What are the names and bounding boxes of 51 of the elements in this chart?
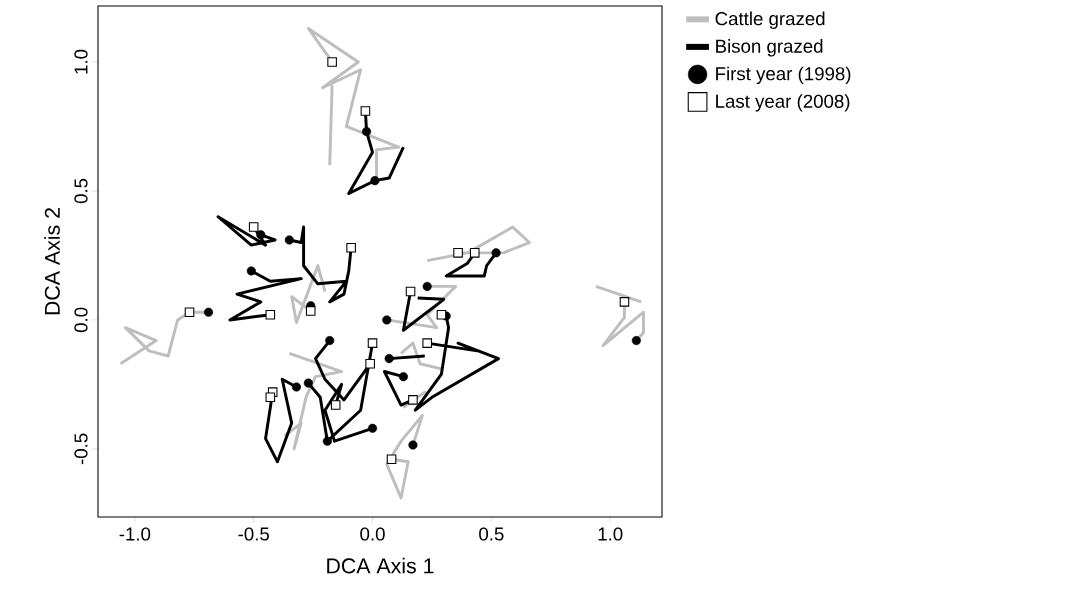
x-tick-label: -0.5	[238, 527, 269, 541]
point	[291, 382, 301, 392]
legend-label: Last year (2008)	[716, 94, 850, 112]
point	[265, 309, 276, 320]
y-tick-label: -0.5	[74, 433, 88, 465]
x-tick-label: -1.0	[119, 527, 151, 541]
point	[422, 281, 432, 291]
point	[408, 440, 418, 450]
x-axis-title: DCA Axis 1	[327, 557, 434, 574]
point	[322, 436, 332, 446]
point	[453, 248, 463, 258]
point	[246, 266, 256, 276]
point	[346, 242, 356, 253]
point	[305, 306, 316, 316]
x-tick-label: 1.0	[598, 527, 623, 541]
point	[360, 106, 371, 116]
y-tick-label: 1.0	[74, 49, 88, 74]
x-tick-label: 0.0	[360, 527, 385, 541]
point	[398, 372, 408, 382]
point	[256, 230, 266, 240]
point	[303, 378, 313, 388]
point	[408, 395, 418, 405]
point	[265, 392, 276, 403]
point	[330, 400, 341, 410]
point	[362, 127, 372, 137]
point	[367, 423, 378, 433]
point	[367, 338, 378, 348]
legend-label: First year (1998)	[716, 66, 851, 85]
x-tick-label: 0.5	[479, 527, 504, 541]
legend-label: Bison grazed	[716, 39, 823, 57]
point	[386, 454, 397, 465]
point	[325, 336, 335, 346]
legend-label: Cattle grazed	[715, 11, 825, 29]
point	[436, 309, 447, 320]
point	[203, 307, 214, 317]
point	[491, 248, 501, 258]
point	[384, 354, 394, 364]
point	[365, 358, 375, 369]
point	[248, 222, 259, 232]
point	[619, 297, 630, 307]
point	[184, 307, 195, 317]
point	[327, 57, 337, 67]
y-tick-label: 0.5	[74, 178, 88, 204]
point	[631, 336, 641, 346]
point	[382, 315, 392, 325]
point	[370, 176, 380, 186]
y-tick-label: 0.0	[74, 307, 88, 333]
point	[284, 235, 294, 245]
point	[422, 338, 432, 348]
point	[469, 248, 480, 258]
y-axis-title: DCA Axis 2	[44, 208, 60, 315]
